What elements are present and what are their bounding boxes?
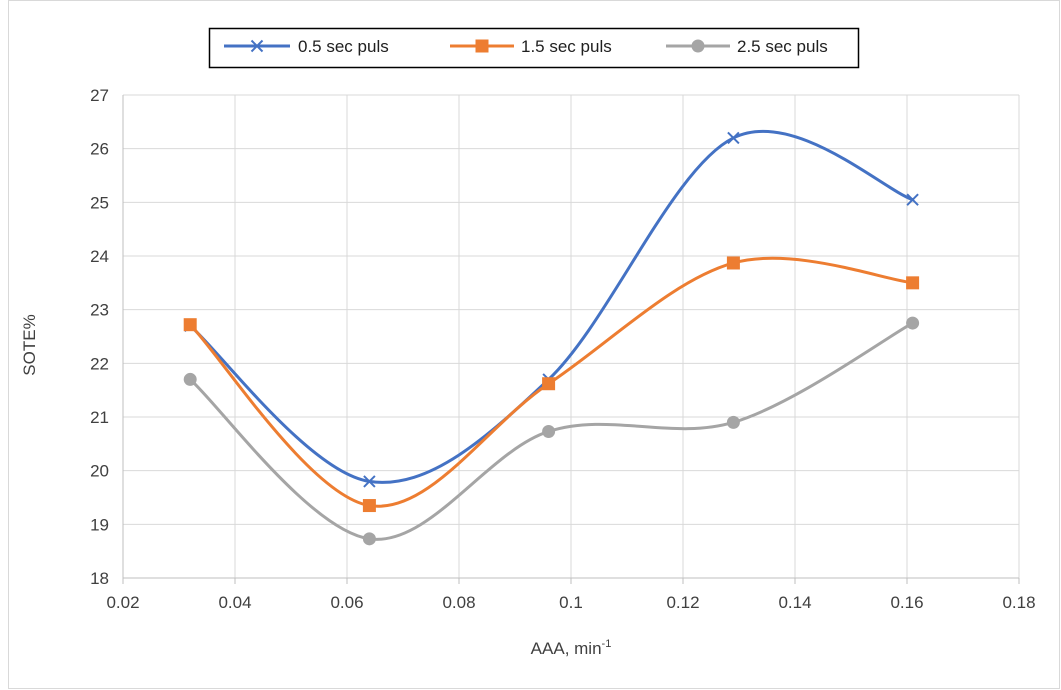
y-tick-label: 18	[90, 569, 109, 588]
data-point	[363, 475, 376, 488]
data-point	[183, 372, 197, 386]
y-tick-label: 25	[90, 193, 109, 212]
y-tick-label: 23	[90, 301, 109, 320]
data-point	[906, 276, 920, 290]
data-point	[726, 415, 740, 429]
x-tick-label: 0.18	[1002, 593, 1035, 612]
y-tick-label: 22	[90, 354, 109, 373]
legend-entry: 0.5 sec puls	[224, 37, 389, 56]
x-axis-title-superscript: -1	[602, 638, 612, 650]
data-point	[906, 316, 920, 330]
legend: 0.5 sec puls 1.5 sec puls 2.5 sec puls	[208, 27, 860, 69]
data-point	[726, 256, 740, 270]
legend-label: 0.5 sec puls	[298, 37, 389, 56]
x-tick-label: 0.08	[442, 593, 475, 612]
x-axis-title: AAA, min-1	[531, 638, 612, 658]
legend-label: 1.5 sec puls	[521, 37, 612, 56]
data-point	[906, 193, 919, 206]
x-tick-label: 0.06	[330, 593, 363, 612]
chart-area-border	[8, 0, 1060, 689]
axes: 0.02 0.04 0.06 0.08 0.1 0.12 0.14 0.16 0.18 18 19 2…	[90, 86, 1035, 612]
legend-entry: 1.5 sec puls	[450, 37, 612, 56]
legend-swatch-marker	[250, 39, 264, 53]
series-group	[183, 129, 920, 546]
marker-stroke	[363, 475, 376, 488]
x-axis-title-text: AAA, min	[531, 639, 602, 658]
data-point	[727, 131, 740, 145]
x-tick-label: 0.04	[218, 593, 251, 612]
marker-stroke	[250, 39, 264, 53]
legend-label: 2.5 sec puls	[737, 37, 828, 56]
x-tick-label: 0.14	[778, 593, 811, 612]
x-tick-label: 0.12	[666, 593, 699, 612]
y-axis-title: SOTE%	[20, 314, 39, 375]
marker-stroke	[906, 193, 919, 206]
series-2	[183, 256, 920, 513]
y-tick-label: 20	[90, 462, 109, 481]
data-point	[362, 499, 376, 513]
y-tick-label: 21	[90, 408, 109, 427]
marker-stroke	[727, 131, 740, 145]
x-tick-label: 0.16	[890, 593, 923, 612]
data-point	[542, 424, 556, 438]
legend-swatch-marker	[475, 39, 489, 53]
legend-entry: 2.5 sec puls	[666, 37, 828, 56]
x-tick-label: 0.02	[106, 593, 139, 612]
x-tick-label: 0.1	[559, 593, 583, 612]
data-point	[542, 377, 556, 391]
legend-box	[208, 27, 860, 69]
y-tick-label: 26	[90, 140, 109, 159]
legend-swatch-marker	[691, 39, 705, 53]
series-3	[183, 316, 920, 546]
y-tick-label: 19	[90, 515, 109, 534]
data-point	[362, 532, 376, 546]
y-tick-label: 27	[90, 86, 109, 105]
y-tick-label: 24	[90, 247, 109, 266]
data-point	[183, 318, 197, 332]
